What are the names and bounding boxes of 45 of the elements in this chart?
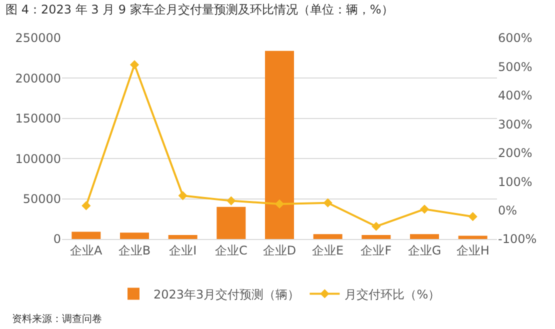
x-tick-label: 企业B	[118, 243, 151, 258]
point	[372, 222, 381, 231]
bar	[458, 236, 488, 239]
bar	[410, 234, 439, 239]
x-tick-label: 企业A	[70, 243, 104, 258]
text: 资料来源：调查问卷	[12, 313, 102, 325]
y-tick-label: 250000	[15, 31, 61, 46]
y-tick-label: 0	[53, 232, 61, 246]
point	[178, 191, 188, 200]
point	[323, 198, 332, 208]
x-tick-label: 企业F	[360, 243, 392, 258]
y2-tick-label: 100%	[498, 174, 532, 189]
y2-tick-label: 400%	[498, 88, 532, 103]
y2-tick-label: -100%	[498, 232, 537, 246]
y-tick-label: 50000	[22, 192, 61, 206]
x-tick-label: 企业G	[408, 243, 442, 258]
legend-label: 2023年3月交付预测（辆）	[154, 287, 300, 302]
point	[468, 212, 478, 222]
bar	[265, 50, 294, 239]
y-tick-label: 200000	[15, 71, 61, 86]
point	[274, 199, 284, 209]
y-tick-label: 100000	[15, 152, 61, 166]
bar	[216, 206, 246, 239]
x-tick-label: 企业H	[456, 243, 490, 258]
x-tick-label: 企业E	[312, 243, 344, 258]
y2-tick-label: 600%	[498, 31, 532, 46]
y2-tick-label: 300%	[498, 117, 532, 132]
y2-tick-label: 0%	[498, 203, 518, 218]
bar	[168, 234, 198, 239]
y2-tick-label: 200%	[498, 146, 532, 160]
y-tick-label: 150000	[15, 112, 61, 126]
bar	[362, 234, 391, 239]
point	[82, 201, 91, 210]
bar	[72, 232, 101, 239]
y2-tick-label: 500%	[498, 60, 532, 74]
x-tick-label: 企业I	[169, 243, 197, 258]
bar	[313, 234, 342, 239]
x-tick-label: 企业C	[214, 243, 248, 258]
legend-label: 月交付环比（%）	[344, 287, 440, 302]
point	[130, 60, 140, 70]
bar	[120, 232, 149, 239]
point	[420, 204, 430, 214]
point	[226, 196, 236, 206]
chart-title: 图 4：2023 年 3 月 9 家车企月交付量预测及环比情况（单位：辆，%）	[6, 2, 394, 16]
x-tick-label: 企业D	[262, 243, 296, 258]
